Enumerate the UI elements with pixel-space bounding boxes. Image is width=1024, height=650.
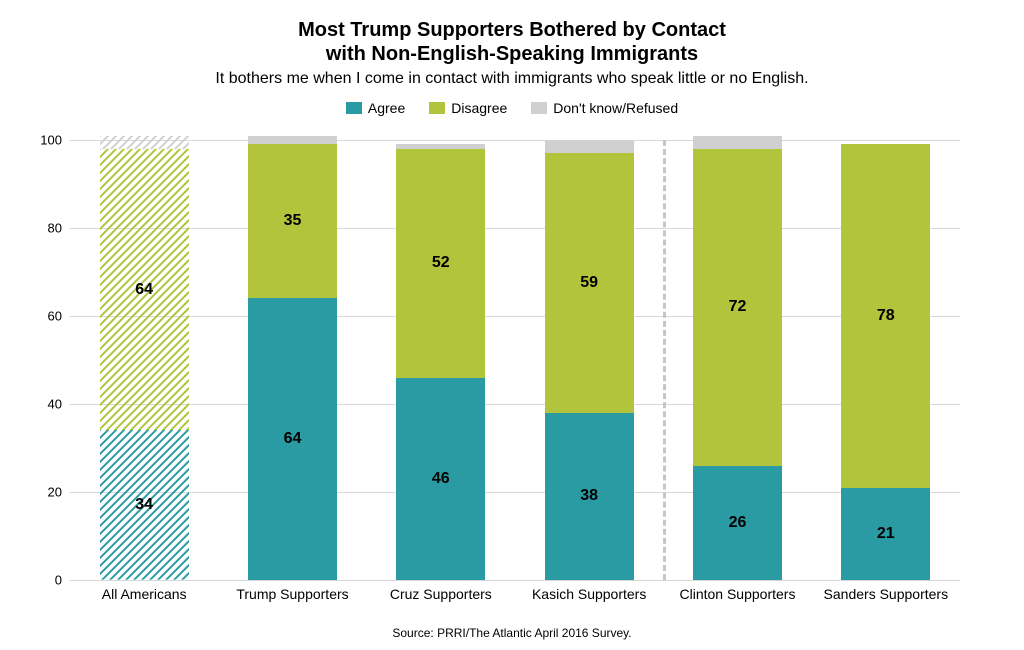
value-label-agree: 64: [248, 430, 337, 448]
value-label-agree: 46: [396, 470, 485, 488]
bar-segment-dk: [100, 136, 189, 149]
y-tick-label: 20: [30, 485, 62, 500]
legend-label-agree: Agree: [368, 100, 405, 116]
y-tick-label: 100: [30, 133, 62, 148]
value-label-disagree: 35: [248, 212, 337, 230]
bar-slot: 34 64 All Americans: [70, 140, 218, 580]
bar-slot: 2178Sanders Supporters: [812, 140, 960, 580]
legend: Agree Disagree Don't know/Refused: [0, 100, 1024, 116]
y-tick-label: 80: [30, 221, 62, 236]
bar-slot: 3859Kasich Supporters: [515, 140, 663, 580]
chart-title: Most Trump Supporters Bothered by Contac…: [0, 18, 1024, 66]
value-label-agree: 38: [545, 487, 634, 505]
legend-swatch-disagree: [429, 102, 445, 114]
chart-container: Most Trump Supporters Bothered by Contac…: [0, 0, 1024, 650]
source-text: Source: PRRI/The Atlantic April 2016 Sur…: [0, 626, 1024, 640]
legend-swatch-dk: [531, 102, 547, 114]
value-label-agree: 34: [100, 496, 189, 514]
bar-slot: 4652Cruz Supporters: [367, 140, 515, 580]
value-label-disagree: 52: [396, 254, 485, 272]
value-label-agree: 21: [841, 525, 930, 543]
bar-segment-dk: [248, 136, 337, 145]
value-label-disagree: 78: [841, 307, 930, 325]
legend-item-disagree: Disagree: [429, 100, 507, 116]
group-separator: [663, 140, 666, 580]
legend-item-agree: Agree: [346, 100, 405, 116]
value-label-disagree: 59: [545, 274, 634, 292]
bar-segment-dk: [545, 140, 634, 153]
bar-slot: 2672Clinton Supporters: [663, 140, 811, 580]
stacked-bar: 38 59: [545, 140, 634, 580]
legend-label-disagree: Disagree: [451, 100, 507, 116]
bar-segment-dk: [396, 144, 485, 148]
bar-segment-dk: [693, 136, 782, 149]
chart-title-line2: with Non-English-Speaking Immigrants: [326, 43, 698, 65]
bar-slot: 6435Trump Supporters: [218, 140, 366, 580]
legend-swatch-agree: [346, 102, 362, 114]
value-label-disagree: 72: [693, 298, 782, 316]
chart-title-line1: Most Trump Supporters Bothered by Contac…: [298, 19, 726, 41]
y-tick-label: 40: [30, 397, 62, 412]
legend-item-dk: Don't know/Refused: [531, 100, 678, 116]
value-label-agree: 26: [693, 514, 782, 532]
stacked-bar: 34 64: [100, 136, 189, 580]
bars-row: 34 64 All Americans6435Trump Supporters4…: [70, 140, 960, 580]
chart-subtitle: It bothers me when I come in contact wit…: [0, 70, 1024, 88]
x-tick-label: Sanders Supporters: [767, 580, 1004, 602]
stacked-bar: 46 52: [396, 144, 485, 580]
value-label-disagree: 64: [100, 281, 189, 299]
stacked-bar: 64 35: [248, 136, 337, 580]
stacked-bar: 26 72: [693, 136, 782, 580]
legend-label-dk: Don't know/Refused: [553, 100, 678, 116]
stacked-bar: 21 78: [841, 144, 930, 580]
plot-area: 020406080100 34 64 All Americans6435Trum…: [70, 140, 960, 580]
y-tick-label: 60: [30, 309, 62, 324]
